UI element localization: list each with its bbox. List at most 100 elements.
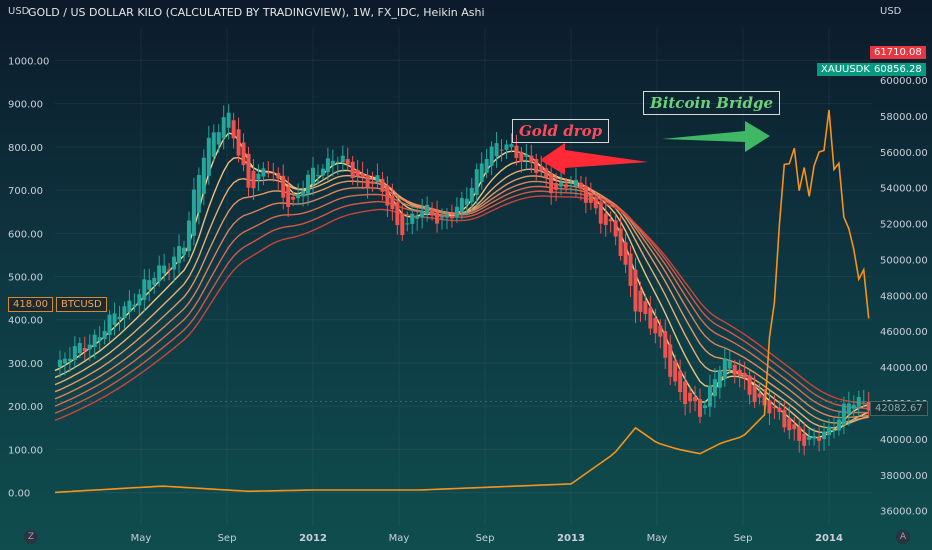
candle-body xyxy=(752,385,757,402)
candle-body xyxy=(469,187,474,202)
candle-body xyxy=(836,419,841,431)
xau-price-badge: 60856.28 xyxy=(870,63,926,76)
candle-body xyxy=(97,337,102,341)
candle-body xyxy=(598,203,603,224)
time-tick-label: 2014 xyxy=(815,533,843,544)
green-arrow xyxy=(662,121,770,152)
ema-line xyxy=(54,195,869,422)
candle-body xyxy=(360,173,365,178)
time-tick-label: May xyxy=(647,533,668,544)
time-tick-label: Sep xyxy=(734,533,753,544)
candle-body xyxy=(172,256,177,270)
candle-body xyxy=(320,168,325,176)
candle-body xyxy=(623,242,628,265)
candle-body xyxy=(266,172,271,174)
candle-body xyxy=(474,169,479,195)
candle-body xyxy=(698,399,702,417)
candle-body xyxy=(663,331,668,358)
candle-body xyxy=(335,161,340,164)
candle-body xyxy=(514,145,519,158)
candle-body xyxy=(707,385,712,407)
candle-body xyxy=(425,204,430,215)
candle-body xyxy=(861,401,866,403)
btc-price-badge: 418.00 xyxy=(8,297,53,312)
candle-body xyxy=(638,290,643,312)
candle-body xyxy=(315,175,320,177)
candle-body xyxy=(658,325,663,337)
candle-body xyxy=(311,167,315,185)
candle-body xyxy=(822,431,827,439)
candle-body xyxy=(271,172,276,174)
candle-body xyxy=(559,182,564,187)
candle-body xyxy=(251,170,256,189)
candle-body xyxy=(618,228,623,256)
time-tick-label: Sep xyxy=(218,533,237,544)
candle-body xyxy=(87,344,92,350)
right-tick-label: 44000.00 xyxy=(880,363,928,374)
right-tick-label: 36000.00 xyxy=(880,507,928,518)
candle-body xyxy=(206,137,211,176)
candle-body xyxy=(851,404,856,409)
candle-body xyxy=(345,159,350,165)
right-tick-label: 40000.00 xyxy=(880,435,928,446)
candle-body xyxy=(633,269,638,312)
candle-body xyxy=(668,344,673,377)
candle-body xyxy=(162,265,167,274)
candle-body xyxy=(196,174,201,213)
gold-drop-annotation: Gold drop xyxy=(512,119,610,143)
candle-body xyxy=(410,213,415,224)
candle-body xyxy=(648,307,653,329)
candle-body xyxy=(529,155,534,163)
candle-body xyxy=(62,358,67,364)
candle-body xyxy=(216,132,221,145)
left-axis: 0.00 100.00 200.00 300.00 400.00 500.00 600.00… xyxy=(8,56,49,499)
candle-body xyxy=(817,437,822,441)
candle-body xyxy=(499,149,504,151)
candle-body xyxy=(57,359,62,368)
chart-grid xyxy=(55,28,872,525)
candle-body xyxy=(350,161,355,179)
candle-body xyxy=(797,426,802,441)
chart-title: GOLD / US DOLLAR KILO (CALCULATED BY TRA… xyxy=(28,6,485,19)
candle-body xyxy=(777,407,782,412)
candle-body xyxy=(340,155,345,163)
time-tick-label: Sep xyxy=(476,533,495,544)
candle-body xyxy=(117,316,122,320)
candle-body xyxy=(767,400,772,414)
candle-body xyxy=(578,182,583,189)
candle-body xyxy=(628,253,633,286)
auto-scale-button[interactable]: A xyxy=(896,530,910,544)
candle-body xyxy=(792,424,797,430)
candle-body xyxy=(782,409,787,428)
candle-body xyxy=(430,209,435,216)
left-tick-label: 100.00 xyxy=(8,445,43,456)
candle-body xyxy=(613,220,618,237)
candle-body xyxy=(524,154,529,157)
candle-body xyxy=(390,195,395,210)
candle-body xyxy=(236,129,241,156)
red-arrow xyxy=(540,143,648,175)
right-axis-unit: USD xyxy=(880,6,902,17)
timezone-button[interactable]: Z xyxy=(24,530,38,544)
candle-body xyxy=(355,169,360,177)
candle-body xyxy=(405,223,410,225)
right-tick-label: 50000.00 xyxy=(880,255,928,266)
left-tick-label: 500.00 xyxy=(8,273,43,284)
candle-body xyxy=(261,168,266,177)
candle-body xyxy=(643,301,648,315)
right-tick-label: 54000.00 xyxy=(880,184,928,195)
candle-body xyxy=(722,358,727,379)
right-tick-label: 56000.00 xyxy=(880,148,928,159)
candle-body xyxy=(807,436,812,440)
candle-body xyxy=(603,213,608,226)
candle-body xyxy=(395,202,400,225)
candle-body xyxy=(380,178,385,192)
candle-body xyxy=(454,206,459,218)
candle-body xyxy=(296,194,301,199)
candle-body xyxy=(77,343,82,354)
candle-body xyxy=(102,330,107,340)
annotation-arrows xyxy=(540,121,770,175)
candle-body xyxy=(325,158,330,173)
high-price-badge: 61710.08 xyxy=(870,46,926,59)
